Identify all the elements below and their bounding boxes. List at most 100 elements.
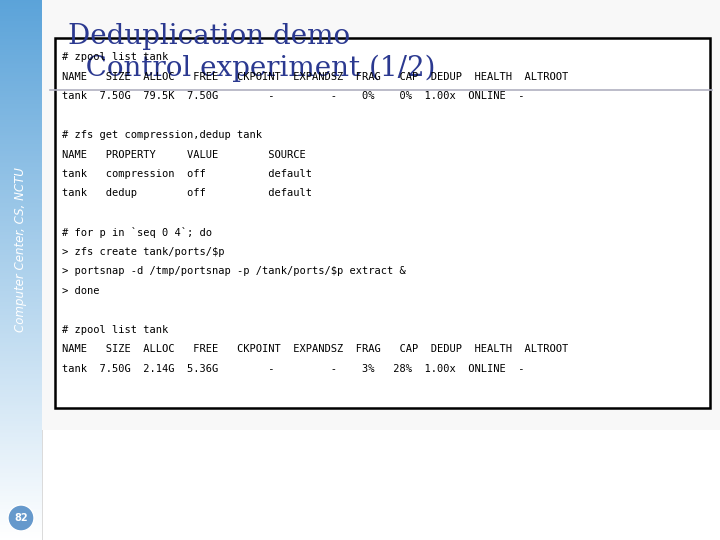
- Bar: [0, 536, 42, 538]
- Bar: [0, 383, 42, 385]
- Bar: [0, 129, 42, 131]
- Bar: [0, 138, 42, 140]
- Bar: [0, 16, 42, 18]
- Bar: [0, 154, 42, 157]
- Bar: [0, 374, 42, 376]
- Bar: [0, 424, 42, 427]
- Bar: [0, 465, 42, 468]
- Bar: [0, 269, 42, 272]
- Bar: [0, 120, 42, 123]
- Bar: [0, 5, 42, 7]
- Bar: [0, 249, 42, 252]
- Bar: [0, 435, 42, 437]
- Bar: [0, 127, 42, 130]
- Bar: [0, 287, 42, 290]
- Bar: [0, 50, 42, 52]
- Bar: [0, 71, 42, 74]
- Bar: [0, 307, 42, 309]
- Bar: [0, 28, 42, 31]
- Bar: [0, 141, 42, 144]
- Bar: [0, 532, 42, 535]
- Text: 82: 82: [14, 513, 28, 523]
- Bar: [0, 104, 42, 106]
- Bar: [0, 426, 42, 428]
- Text: NAME   SIZE  ALLOC   FREE   CKPOINT  EXPANDSZ  FRAG   CAP  DEDUP  HEALTH  ALTROO: NAME SIZE ALLOC FREE CKPOINT EXPANDSZ FR…: [62, 345, 568, 354]
- Bar: [0, 185, 42, 187]
- Bar: [0, 255, 42, 258]
- Bar: [0, 188, 42, 191]
- Bar: [0, 449, 42, 452]
- Bar: [0, 350, 42, 353]
- Bar: [0, 485, 42, 488]
- Bar: [0, 235, 42, 238]
- Bar: [0, 273, 42, 275]
- Bar: [0, 390, 42, 393]
- Text: Control experiment (1/2): Control experiment (1/2): [68, 55, 436, 82]
- Bar: [0, 397, 42, 400]
- Bar: [0, 367, 42, 369]
- Bar: [0, 233, 42, 236]
- Bar: [0, 327, 42, 329]
- Bar: [0, 259, 42, 261]
- Bar: [0, 498, 42, 501]
- Bar: [0, 338, 42, 340]
- Bar: [0, 136, 42, 139]
- Bar: [0, 534, 42, 536]
- Bar: [0, 471, 42, 474]
- Bar: [0, 201, 42, 204]
- Bar: [0, 438, 42, 441]
- Bar: [0, 387, 42, 389]
- Bar: [0, 293, 42, 295]
- Bar: [0, 161, 42, 164]
- Bar: [0, 462, 42, 464]
- Bar: [0, 392, 42, 394]
- Bar: [0, 215, 42, 218]
- Bar: [0, 1, 42, 4]
- Bar: [0, 9, 42, 11]
- Bar: [0, 415, 42, 417]
- Bar: [0, 448, 42, 450]
- Bar: [0, 356, 42, 358]
- Bar: [0, 46, 42, 49]
- Bar: [0, 505, 42, 508]
- Bar: [0, 496, 42, 498]
- Bar: [0, 12, 42, 15]
- Bar: [0, 262, 42, 265]
- Bar: [0, 140, 42, 142]
- Bar: [0, 228, 42, 231]
- Bar: [0, 107, 42, 110]
- Bar: [0, 98, 42, 101]
- Bar: [0, 232, 42, 234]
- Bar: [0, 484, 42, 486]
- Bar: [0, 529, 42, 531]
- Bar: [0, 431, 42, 434]
- Bar: [0, 118, 42, 120]
- Bar: [0, 33, 42, 36]
- Bar: [0, 525, 42, 528]
- Bar: [0, 502, 42, 504]
- Bar: [0, 519, 42, 522]
- Bar: [0, 323, 42, 326]
- Bar: [0, 441, 42, 443]
- Bar: [0, 507, 42, 509]
- Bar: [0, 453, 42, 455]
- Bar: [0, 109, 42, 112]
- Bar: [0, 316, 42, 319]
- Bar: [0, 97, 42, 99]
- Bar: [0, 77, 42, 79]
- Bar: [0, 145, 42, 147]
- Bar: [0, 414, 42, 416]
- Bar: [0, 514, 42, 517]
- Text: # for p in `seq 0 4`; do: # for p in `seq 0 4`; do: [62, 227, 212, 239]
- Bar: [0, 203, 42, 205]
- Bar: [0, 268, 42, 270]
- Bar: [0, 152, 42, 155]
- Bar: [0, 91, 42, 93]
- Bar: [0, 75, 42, 77]
- Bar: [0, 464, 42, 466]
- Bar: [0, 172, 42, 174]
- Bar: [0, 298, 42, 301]
- Bar: [0, 406, 42, 409]
- Bar: [0, 114, 42, 117]
- Bar: [0, 336, 42, 339]
